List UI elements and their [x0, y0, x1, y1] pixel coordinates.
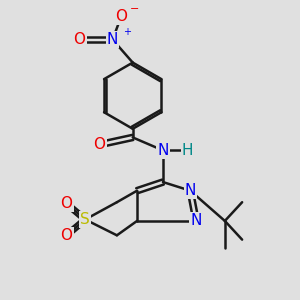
Text: N: N: [184, 183, 196, 198]
Text: +: +: [123, 27, 130, 37]
Text: O: O: [115, 9, 127, 24]
Text: O: O: [61, 196, 73, 211]
Text: −: −: [130, 4, 139, 14]
Text: N: N: [190, 213, 202, 228]
Text: N: N: [107, 32, 118, 47]
Text: N: N: [157, 143, 169, 158]
Text: S: S: [80, 212, 90, 227]
Text: H: H: [182, 143, 193, 158]
Text: O: O: [94, 137, 106, 152]
Text: O: O: [74, 32, 86, 47]
Text: O: O: [61, 228, 73, 243]
